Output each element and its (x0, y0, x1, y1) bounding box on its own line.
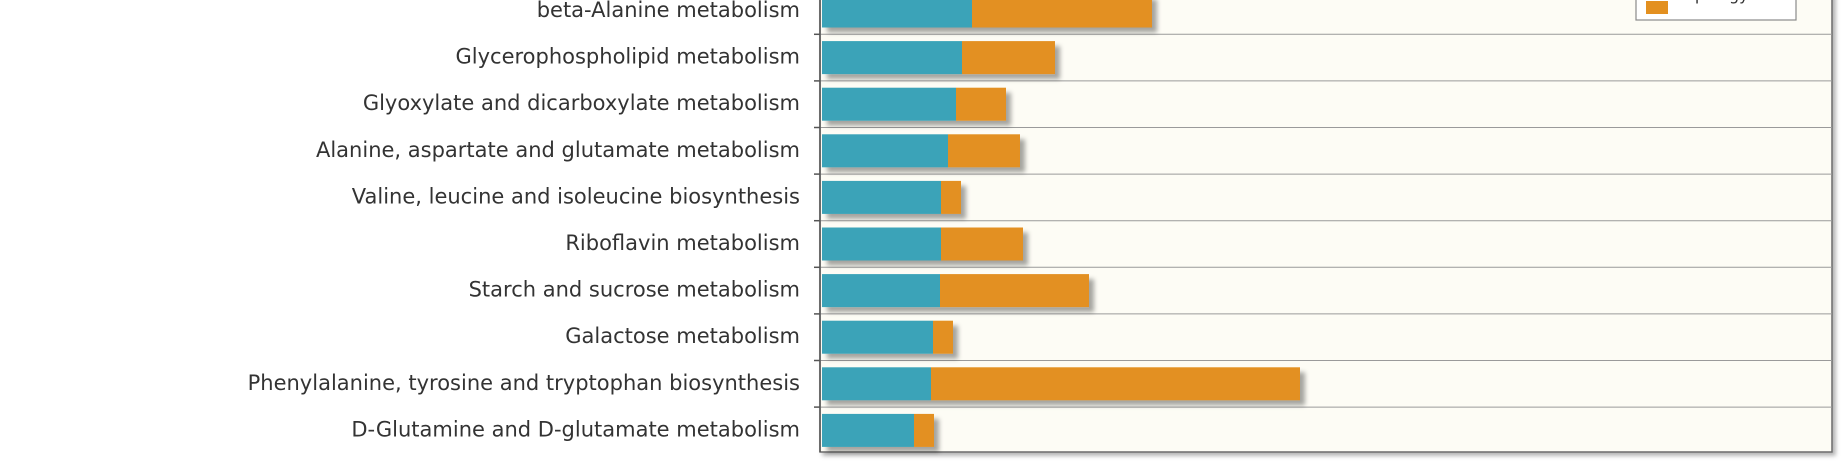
bar-segment-topology (972, 0, 1152, 28)
bar-segment-base (822, 134, 948, 168)
bar-group (822, 274, 1089, 308)
bar-segment-base (822, 41, 962, 75)
bar-segment-topology (931, 367, 1300, 401)
bar-segment-topology (941, 227, 1023, 261)
bar-segment-base (822, 274, 940, 308)
bar-segment-topology (940, 274, 1089, 308)
bar-group (822, 134, 1020, 168)
bar-segment-topology (941, 180, 961, 214)
bar-segment-topology (956, 87, 1006, 121)
bar-group (822, 87, 1006, 121)
bar-segment-base (822, 367, 931, 401)
bar-segment-base (822, 413, 914, 447)
category-labels: beta-Alanine metabolism Glycerophospholip… (248, 0, 800, 441)
bar-segment-base (822, 0, 972, 28)
bar-group (822, 0, 1152, 28)
bar-segment-topology (933, 320, 953, 354)
category-label: D-Glutamine and D-glutamate metabolism (351, 417, 800, 441)
bars (822, 0, 1300, 447)
category-label: Glycerophospholipid metabolism (455, 45, 800, 69)
category-label: Phenylalanine, tyrosine and tryptophan b… (248, 371, 800, 395)
category-label: Galactose metabolism (565, 324, 800, 348)
bar-group (822, 41, 1055, 75)
legend: Topology (1635, 0, 1797, 21)
category-label: Starch and sucrose metabolism (469, 278, 800, 302)
legend-box (1635, 0, 1797, 21)
category-label: Glyoxylate and dicarboxylate metabolism (363, 91, 800, 115)
category-label: Riboflavin metabolism (565, 231, 800, 255)
category-label: beta-Alanine metabolism (537, 0, 800, 22)
bar-group (822, 180, 961, 214)
bar-segment-base (822, 87, 956, 121)
bar-segment-topology (962, 41, 1055, 75)
bar-segment-topology (914, 413, 934, 447)
bar-group (822, 320, 953, 354)
category-label: Alanine, aspartate and glutamate metabol… (316, 138, 800, 162)
bar-segment-topology (948, 134, 1020, 168)
bar-segment-base (822, 227, 941, 261)
bar-group (822, 413, 934, 447)
legend-label-topology: Topology (1677, 0, 1749, 4)
legend-swatch-topology (1646, 1, 1668, 14)
bar-group (822, 367, 1300, 401)
grid-lines (814, 0, 1832, 452)
bar-segment-base (822, 320, 933, 354)
bar-group (822, 227, 1023, 261)
category-label: Valine, leucine and isoleucine biosynthe… (352, 184, 800, 208)
bar-segment-base (822, 180, 941, 214)
